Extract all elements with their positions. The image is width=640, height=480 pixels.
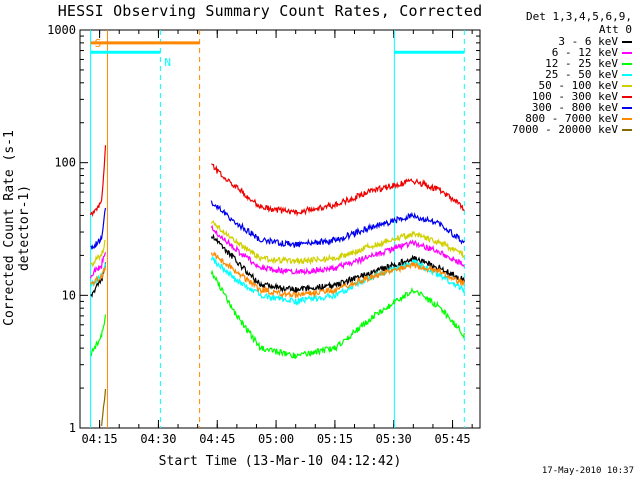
legend-entry-label: 100 - 300 keV [531, 90, 618, 103]
legend-entry-label: 300 - 800 keV [531, 101, 618, 114]
legend-entry: 25 - 50 keV [480, 68, 632, 81]
x-tick-label: 05:00 [258, 432, 294, 446]
series-line [210, 200, 465, 248]
legend-entry-label: 12 - 25 keV [545, 57, 618, 70]
series-line [90, 207, 107, 250]
legend-entry: 100 - 300 keV [480, 90, 632, 103]
x-tick-label: 04:15 [82, 432, 118, 446]
series-line [90, 266, 107, 287]
legend-entries: 3 - 6 keV 6 - 12 keV 12 - 25 keV 25 - 50 ke… [480, 35, 632, 136]
legend-swatch [622, 117, 632, 120]
legend: Det 1,3,4,5,6,9, Att 0 3 - 6 keV 6 - 12 k… [480, 10, 632, 136]
series-line [101, 389, 107, 426]
x-tick-label: 05:30 [376, 432, 412, 446]
legend-entry-label: 6 - 12 keV [551, 46, 618, 59]
legend-entry: 3 - 6 keV [480, 35, 632, 48]
legend-swatch [622, 51, 632, 54]
series-line [210, 251, 465, 299]
x-tick-label: 04:45 [199, 432, 235, 446]
legend-swatch [622, 95, 632, 98]
plot-frame [79, 29, 481, 429]
legend-entry: 800 - 7000 keV [480, 112, 632, 125]
legend-swatch [622, 73, 632, 76]
flag-label: N [164, 56, 171, 69]
series-line [210, 255, 465, 306]
y-tick-label: 1 [69, 421, 76, 435]
y-tick-label: 1000 [47, 23, 76, 37]
legend-entry: 12 - 25 keV [480, 57, 632, 70]
series-line [90, 314, 107, 357]
chart-title: HESSI Observing Summary Count Rates, Cor… [57, 2, 483, 20]
legend-attenuator: Att 0 [598, 23, 632, 36]
series-line [210, 269, 465, 360]
flag-label: S [95, 37, 102, 50]
x-axis-label: Start Time (13-Mar-10 04:12:42) [158, 454, 402, 469]
legend-entry-label: 800 - 7000 keV [525, 112, 618, 125]
series-line [90, 145, 107, 218]
legend-swatch [622, 128, 632, 131]
y-axis-label: Corrected Count Rate (s-1 detector-1) [2, 130, 32, 326]
legend-swatch [622, 62, 632, 65]
legend-swatch [622, 84, 632, 87]
legend-entry: 7000 - 20000 keV [480, 123, 632, 136]
series-line [90, 239, 106, 268]
legend-entry-label: 3 - 6 keV [558, 35, 618, 48]
legend-entry-label: 50 - 100 keV [538, 79, 618, 92]
legend-entry: 300 - 800 keV [480, 101, 632, 114]
legend-swatch [622, 106, 632, 109]
legend-detectors: Det 1,3,4,5,6,9, [526, 10, 632, 23]
y-tick-label: 10 [62, 288, 76, 302]
series-line [210, 220, 465, 266]
x-tick-label: 04:30 [140, 432, 176, 446]
legend-swatch [622, 40, 632, 43]
legend-entry: 50 - 100 keV [480, 79, 632, 92]
x-tick-label: 05:15 [317, 432, 353, 446]
x-tick-label: 05:45 [434, 432, 470, 446]
timestamp: 17-May-2010 10:37 [541, 466, 634, 476]
y-tick-label: 100 [54, 156, 76, 170]
series-line [210, 224, 465, 276]
series-line [90, 252, 107, 279]
legend-entry-label: 7000 - 20000 keV [512, 123, 618, 136]
series-line [210, 233, 465, 294]
legend-entry: 6 - 12 keV [480, 46, 632, 59]
series-line [211, 163, 465, 217]
legend-entry-label: 25 - 50 keV [545, 68, 618, 81]
